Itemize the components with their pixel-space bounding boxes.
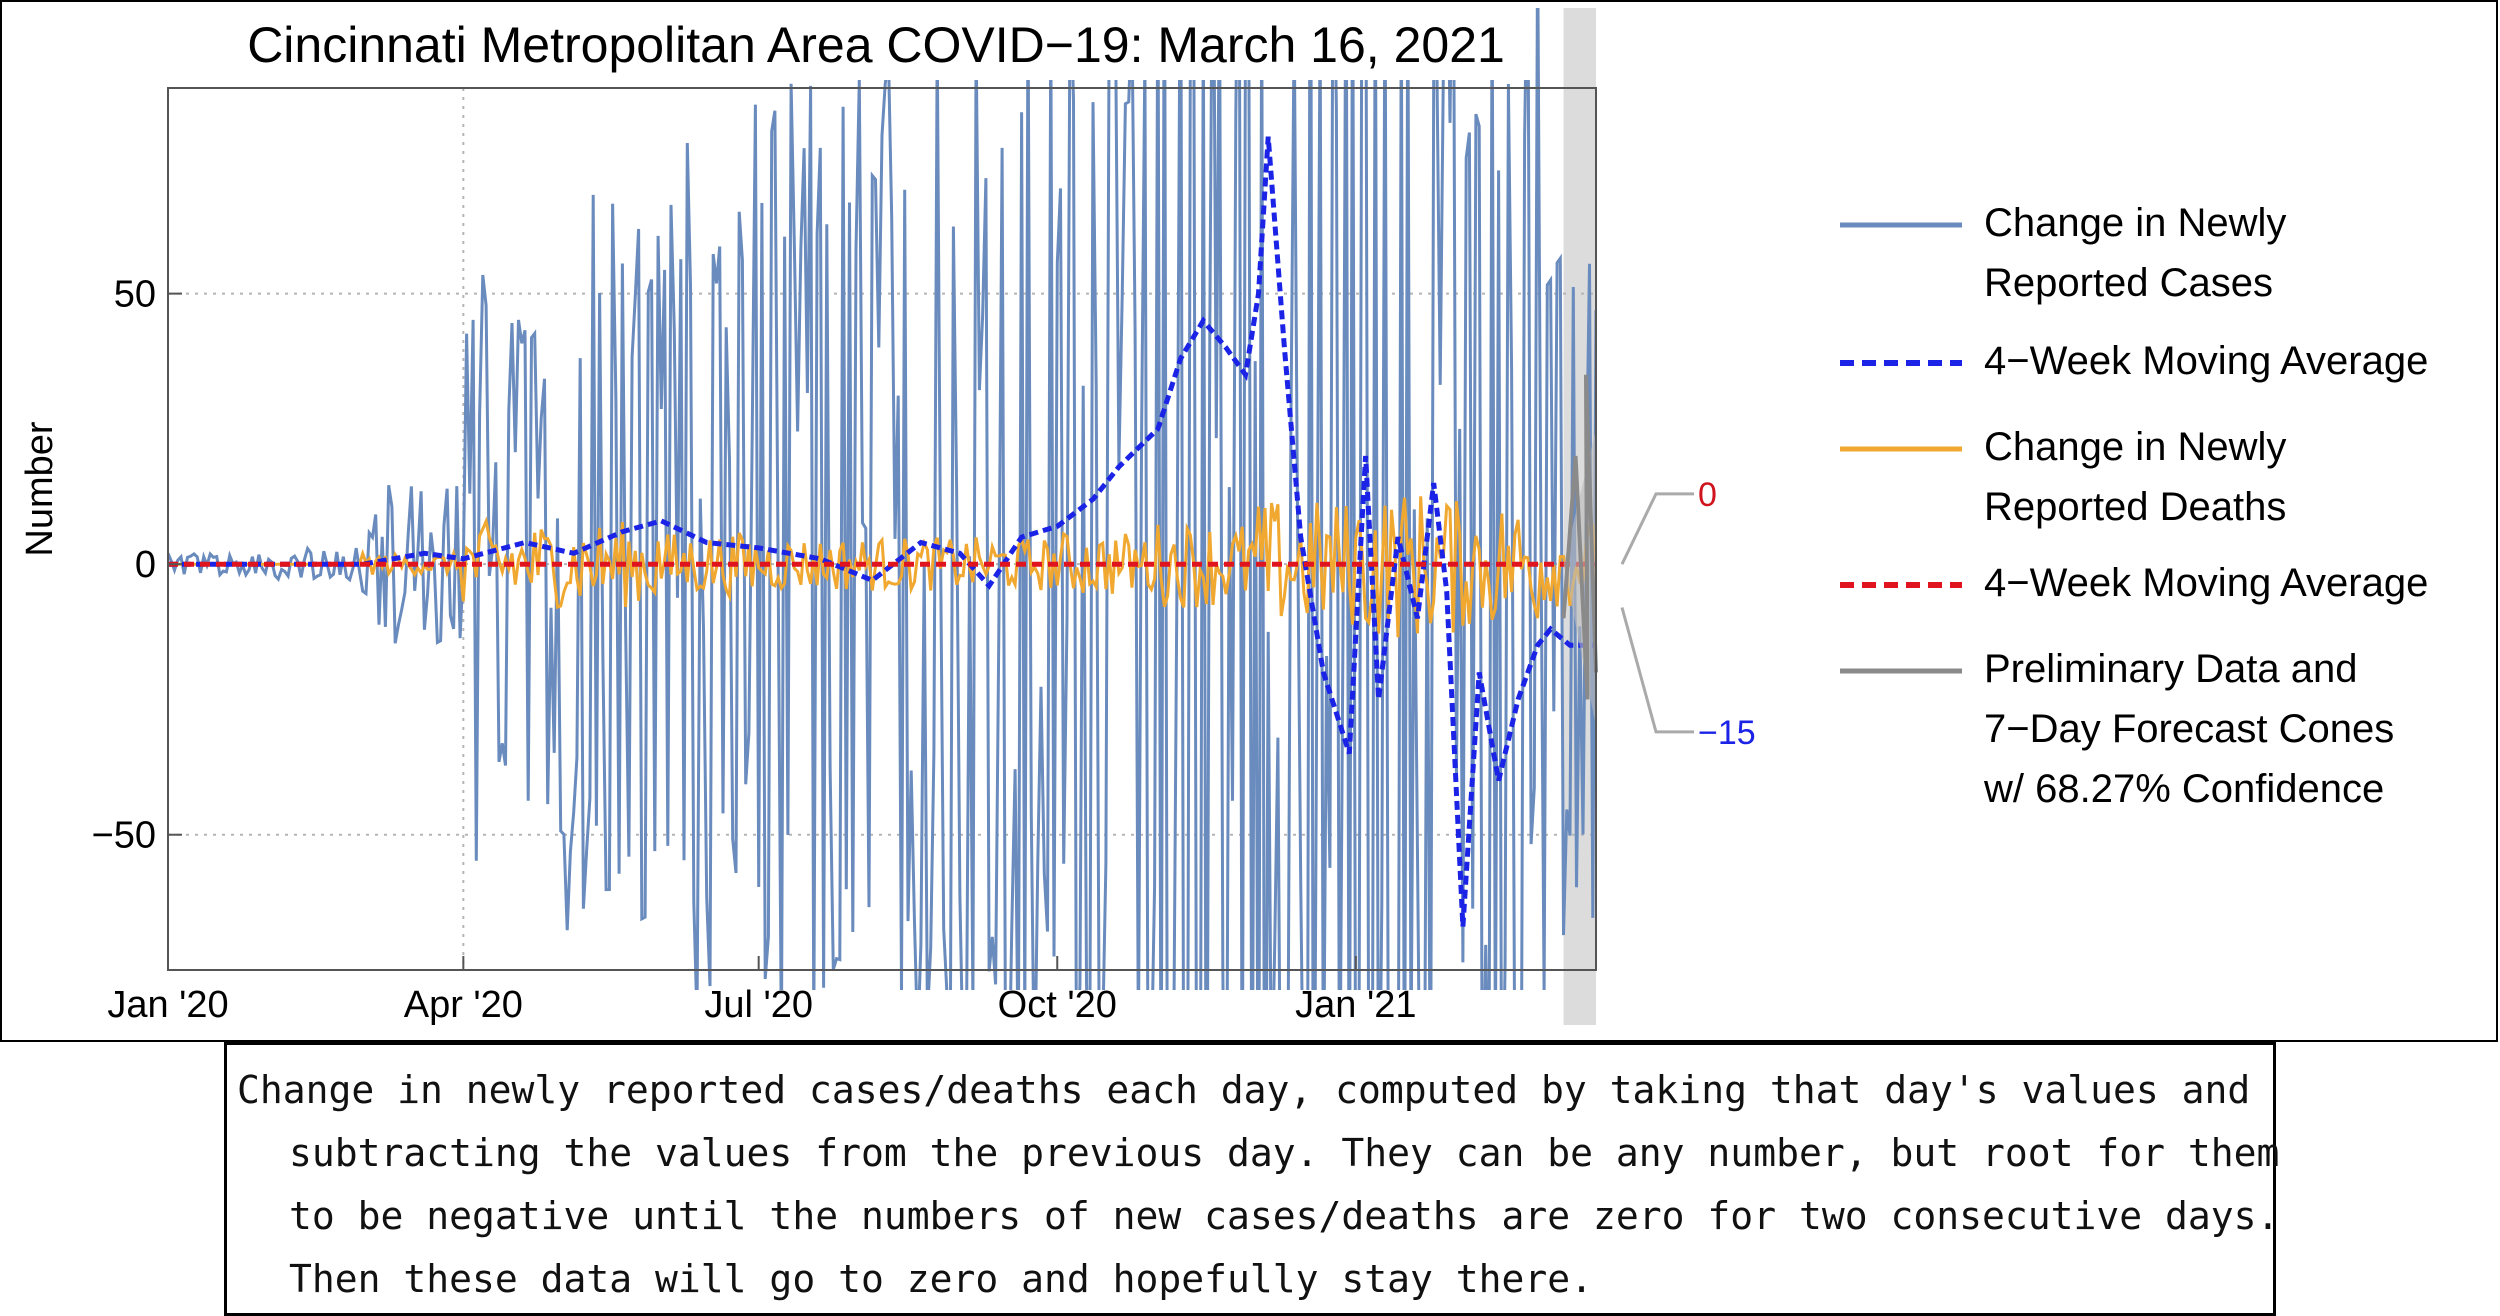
plot-frame: [167, 87, 1597, 971]
x-tick-label: Jan '21: [1295, 984, 1416, 1026]
legend-label: w/ 68.27% Confidence: [1983, 767, 2384, 811]
legend-label: 7−Day Forecast Cones: [1984, 707, 2394, 751]
caption-text: Change in newly reported cases/deaths ea…: [237, 1068, 2280, 1301]
x-tick-label: Apr '20: [404, 984, 523, 1026]
y-tick-label: 0: [135, 544, 156, 586]
callout-fifteen-label: −15: [1698, 714, 1756, 752]
caption-box: Change in newly reported cases/deaths ea…: [224, 1042, 2279, 1316]
y-tick-label: −50: [92, 815, 156, 857]
series-preliminary-line: [1561, 374, 1598, 700]
legend-label: Change in Newly: [1984, 201, 2286, 245]
plot-area: [168, 8, 1596, 990]
callout-zero-label: 0: [1698, 476, 1717, 514]
legend-label: Preliminary Data and: [1984, 647, 2358, 691]
legend-label: Reported Deaths: [1984, 485, 2286, 529]
y-axis-label: Number: [19, 421, 61, 556]
chart-title: Cincinnati Metropolitan Area COVID−19: M…: [247, 17, 1505, 73]
legend-label: Change in Newly: [1984, 425, 2286, 469]
legend-label: 4−Week Moving Average: [1984, 339, 2428, 383]
title-background: [220, 8, 1532, 80]
callout-zero-line: [1620, 492, 1694, 565]
chart: 50 0 −50 Jan '20 Apr '20 Jul '20 Oct '20 Jan '2…: [19, 8, 2428, 1026]
x-tick-label: Oct '20: [998, 984, 1117, 1026]
x-tick-label: Jan '20: [107, 984, 228, 1026]
callout-fifteen-line: [1620, 607, 1694, 734]
series-cases-line: [168, 8, 1596, 990]
legend-label: 4−Week Moving Average: [1984, 561, 2428, 605]
y-tick-label: 50: [114, 274, 156, 316]
series-deaths-line: [168, 496, 1596, 638]
legend-label: Reported Cases: [1984, 261, 2273, 305]
series-cases-moving-average: [168, 136, 1596, 927]
x-tick-label: Jul '20: [704, 984, 813, 1026]
